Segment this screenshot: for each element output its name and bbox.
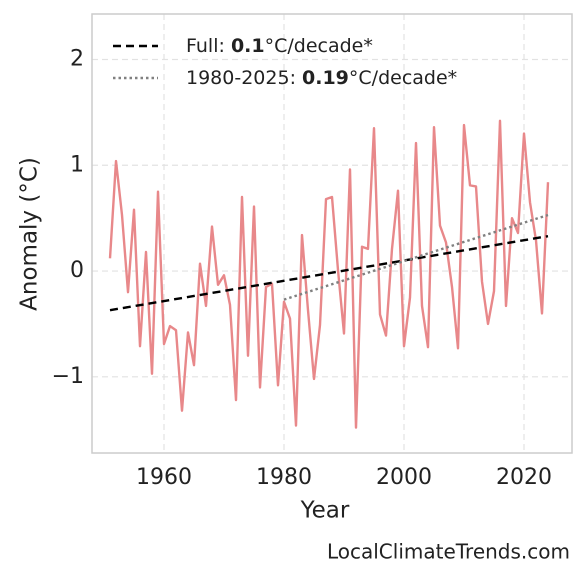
watermark: LocalClimateTrends.com xyxy=(327,540,570,564)
x-tick-label: 1960 xyxy=(136,465,192,490)
legend-name: Full: xyxy=(186,35,231,57)
legend-entry: Full: 0.1°C/decade* xyxy=(113,35,373,57)
x-tick-label: 2020 xyxy=(496,465,552,490)
trend-line xyxy=(109,234,549,312)
y-tick-label: −1 xyxy=(52,364,84,389)
y-tick-label: 1 xyxy=(70,152,84,177)
legend-slope: 0.19 xyxy=(302,67,349,89)
legend-unit: °C/decade* xyxy=(265,35,373,57)
legend-label: Full: 0.1°C/decade* xyxy=(186,35,373,57)
y-axis-label: Anomaly (°C) xyxy=(17,157,43,311)
legend-slope: 0.1 xyxy=(231,35,265,57)
trend-line xyxy=(283,213,549,301)
legend-name: 1980-2025: xyxy=(186,67,302,89)
x-tick-label: 2000 xyxy=(376,465,432,490)
plot-frame xyxy=(91,13,573,454)
x-axis-label: Year xyxy=(300,498,350,524)
legend-label: 1980-2025: 0.19°C/decade* xyxy=(186,67,457,89)
x-tick-label: 1980 xyxy=(256,465,312,490)
y-tick-label: 2 xyxy=(70,46,84,71)
data-line xyxy=(108,119,550,429)
legend-entry: 1980-2025: 0.19°C/decade* xyxy=(113,67,457,89)
legend-unit: °C/decade* xyxy=(349,67,457,89)
y-tick-label: 0 xyxy=(70,258,84,283)
